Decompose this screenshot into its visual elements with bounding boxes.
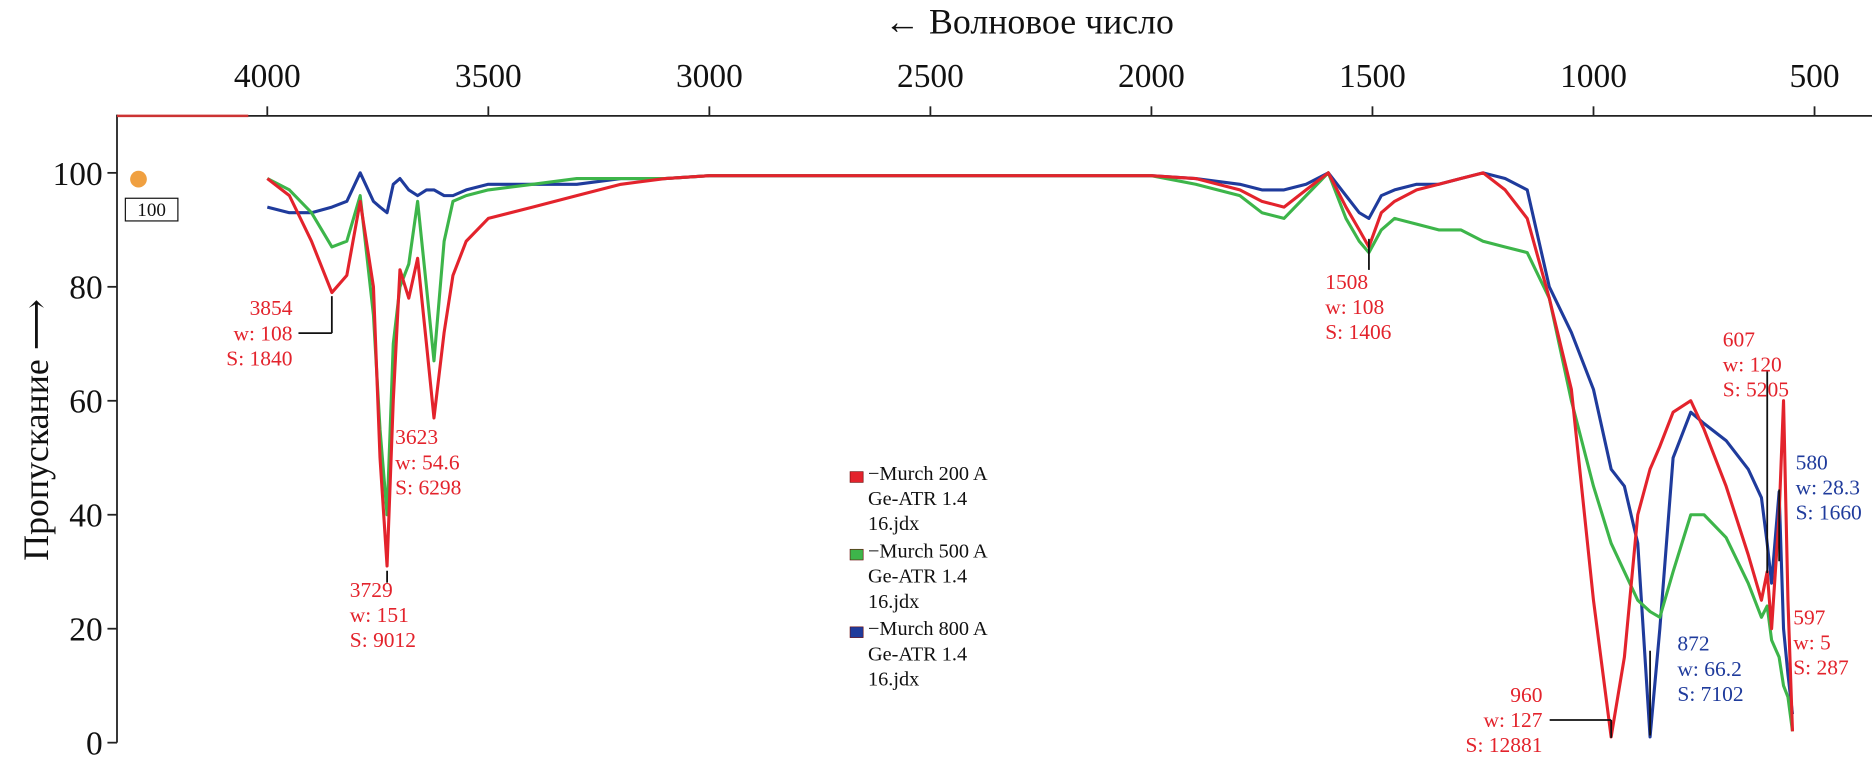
legend-entry: −Murch 500 A Ge-ATR 1.4 16.jdx — [867, 539, 987, 613]
legend-label: −Murch 500 A Ge-ATR 1.4 16.jdx — [867, 539, 987, 613]
legend-label: −Murch 200 A Ge-ATR 1.4 16.jdx — [867, 462, 987, 535]
annotation-text: w: 108 — [1325, 295, 1384, 319]
y-tick-label: 60 — [69, 384, 102, 421]
x-tick-label: 2000 — [1118, 58, 1185, 95]
annotation-text: w: 120 — [1723, 352, 1782, 376]
x-tick-label: 500 — [1789, 58, 1839, 95]
annotation-text: S: 9012 — [350, 628, 416, 652]
legend-entry: −Murch 200 A Ge-ATR 1.4 16.jdx — [867, 462, 987, 535]
annotation-text: 580 — [1796, 450, 1828, 474]
legend-entry: −Murch 800 A Ge-ATR 1.4 16.jdx — [867, 617, 987, 691]
cursor-box — [124, 197, 179, 222]
annotation-text: S: 7102 — [1677, 682, 1743, 706]
legend-swatch — [849, 548, 864, 561]
annotation-text: 3729 — [350, 578, 393, 602]
annotation-text: w: 66.2 — [1677, 657, 1741, 681]
cursor-label: 100 — [137, 200, 166, 221]
annotation-text: S: 5205 — [1723, 377, 1789, 401]
annotation-text: w: 28.3 — [1796, 475, 1860, 499]
annotation-text: S: 1406 — [1325, 320, 1391, 344]
annotation-text: S: 12881 — [1466, 733, 1543, 757]
annotation-text: 3623 — [395, 425, 438, 449]
series-line — [266, 171, 1795, 739]
x-tick-label: 3000 — [676, 58, 743, 95]
annotation-text: 3854 — [250, 296, 293, 320]
annotation-text: 960 — [1510, 683, 1542, 707]
x-tick-label: 1000 — [1560, 58, 1627, 95]
y-tick-label: 0 — [86, 726, 103, 763]
annotation-text: 607 — [1723, 327, 1755, 351]
cursor-icon — [130, 170, 147, 188]
annotation-text: w: 108 — [233, 321, 292, 345]
annotation-text: w: 151 — [350, 603, 409, 627]
legend-swatch — [849, 626, 864, 638]
annotation-text: S: 1660 — [1796, 500, 1862, 524]
x-axis-label: ← Волновое число — [884, 2, 1174, 42]
x-tick-label: 3500 — [455, 58, 522, 95]
y-tick-label: 20 — [69, 612, 102, 649]
y-tick-label: 40 — [69, 498, 102, 535]
y-tick-label: 100 — [53, 156, 103, 193]
annotation-text: 1508 — [1325, 270, 1368, 294]
annotation-text: S: 6298 — [395, 475, 461, 499]
legend-swatch — [849, 471, 864, 483]
annotation-text: w: 54.6 — [395, 450, 460, 474]
y-tick-label: 80 — [69, 270, 102, 307]
y-axis-label: Пропускание ⟶ — [16, 299, 56, 561]
x-tick-label: 2500 — [897, 58, 964, 95]
annotation-text: w: 5 — [1793, 631, 1831, 655]
x-tick-label: 1500 — [1339, 58, 1406, 95]
x-tick-label: 4000 — [234, 58, 301, 95]
annotation-text: S: 1840 — [226, 346, 292, 370]
annotation-text: S: 287 — [1793, 656, 1849, 680]
annotation-text: w: 127 — [1483, 708, 1542, 732]
legend-label: −Murch 800 A Ge-ATR 1.4 16.jdx — [867, 617, 987, 691]
annotation-text: 597 — [1793, 605, 1825, 629]
annotation-text: 872 — [1677, 632, 1709, 656]
